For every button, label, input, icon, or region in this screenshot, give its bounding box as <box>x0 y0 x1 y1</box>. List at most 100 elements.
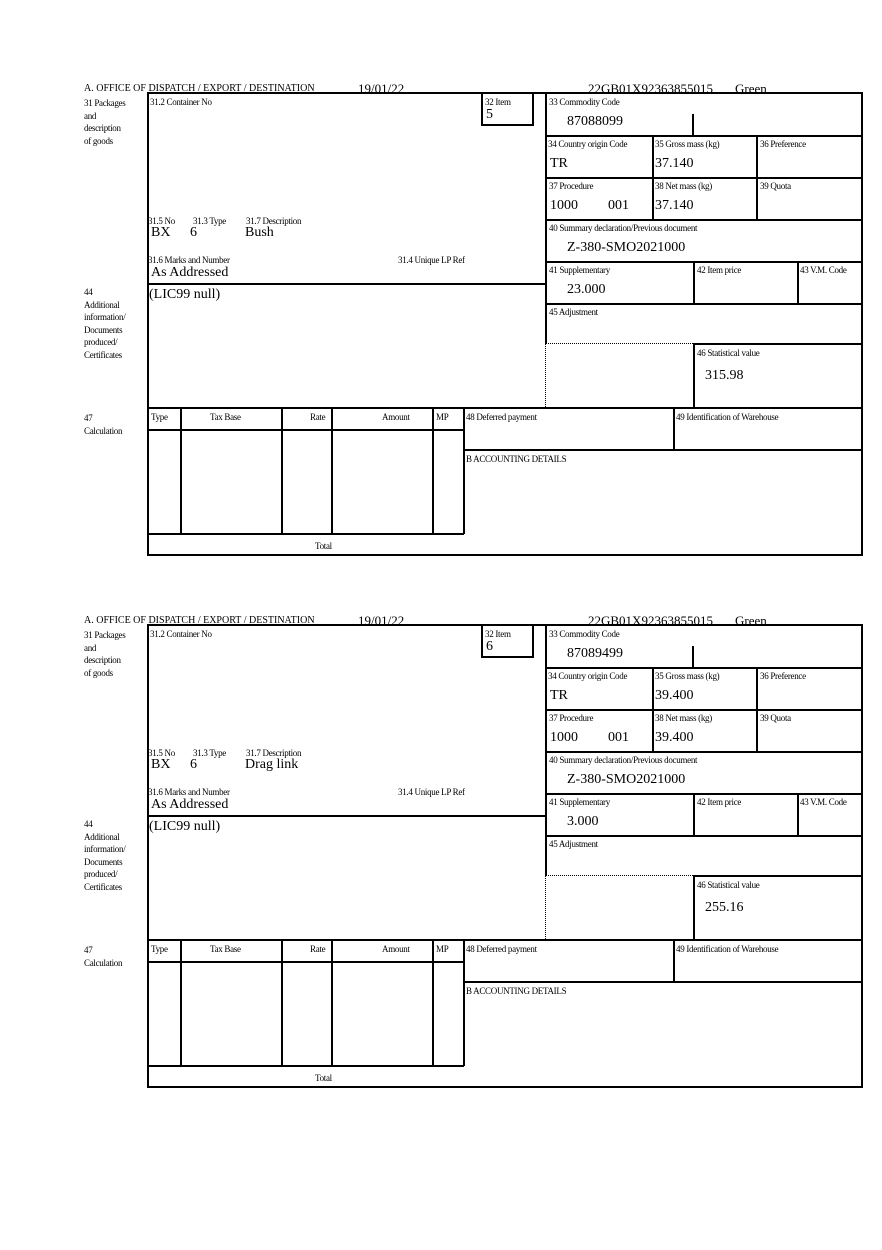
form-rule-line <box>861 92 863 555</box>
label-line: and <box>84 642 97 653</box>
label-line: 31 Packages <box>84 98 126 108</box>
form-rule-line <box>463 449 862 451</box>
summary-value: Z-380-SMO2021000 <box>567 240 686 255</box>
package-kind: BX <box>151 225 171 240</box>
item-value: 6 <box>486 639 493 654</box>
form-rule-line <box>693 343 695 407</box>
form-rule-line <box>693 875 695 939</box>
accounting-details-label: B ACCOUNTING DETAILS <box>466 986 567 996</box>
form-rule-line <box>147 554 863 556</box>
procedure-additional: 001 <box>608 198 629 213</box>
form-rule-line <box>797 261 799 303</box>
declaration-item-block: A. OFFICE OF DISPATCH / EXPORT / DESTINA… <box>0 612 882 1112</box>
country-value: TR <box>550 688 568 703</box>
label-line: Calculation <box>84 425 123 436</box>
accounting-details-label: B ACCOUNTING DETAILS <box>466 454 567 464</box>
supplementary-label: 41 Supplementary <box>549 797 610 807</box>
form-rule-line <box>147 961 463 963</box>
deferred-payment-label: 48 Deferred payment <box>466 412 537 422</box>
label-line: 31 Packages <box>84 630 126 640</box>
form-rule-line <box>693 875 862 877</box>
marks-label: 31.6 Marks and Number <box>148 787 230 797</box>
label-line: description <box>84 655 121 665</box>
form-rule-line <box>281 407 283 534</box>
form-rule-line <box>481 626 483 657</box>
form-rule-line <box>331 939 333 1066</box>
label-line: of goods <box>84 135 113 146</box>
gross-value: 39.400 <box>655 688 694 703</box>
net-value: 39.400 <box>655 730 694 745</box>
form-rule-line <box>652 135 654 219</box>
calc-col-rate: Rate <box>310 412 326 422</box>
net-label: 38 Net mass (kg) <box>655 181 712 191</box>
vm-code-label: 43 V.M. Code <box>800 797 847 807</box>
additional-info-value: (LIC99 null) <box>149 287 221 302</box>
route: Green <box>735 81 767 96</box>
preference-label: 36 Preference <box>760 139 806 149</box>
country-value: TR <box>550 156 568 171</box>
quota-label: 39 Quota <box>760 713 791 723</box>
marks-value: As Addressed <box>151 797 229 812</box>
adjustment-label: 45 Adjustment <box>549 839 598 849</box>
package-kind: BX <box>151 757 171 772</box>
form-rule-line <box>545 624 547 876</box>
form-rule-line <box>545 751 862 753</box>
package-count: 6 <box>190 225 197 240</box>
type-label: 31.3 Type <box>193 216 227 226</box>
form-rule-line <box>147 92 863 94</box>
calc-col-rate: Rate <box>310 944 326 954</box>
form-rule-line <box>673 939 675 982</box>
quota-label: 39 Quota <box>760 181 791 191</box>
statistical-value: 315.98 <box>705 368 744 383</box>
form-rule-line <box>545 177 862 179</box>
form-rule-line <box>481 656 534 658</box>
label-line: 44 <box>84 287 93 297</box>
form-rule-line <box>693 343 862 345</box>
warehouse-label: 49 Identification of Warehouse <box>676 412 779 422</box>
label-line: produced/ <box>84 337 118 347</box>
label-line: description <box>84 123 121 133</box>
item-value: 5 <box>486 107 493 122</box>
date: 19/01/22 <box>358 613 405 628</box>
form-rule-line <box>331 407 333 534</box>
gross-value: 37.140 <box>655 156 694 171</box>
form-rule-line <box>281 939 283 1066</box>
additional-info-label: 44 Additional information/ Documents pro… <box>84 286 126 361</box>
calculation-label: 47 Calculation <box>84 944 123 969</box>
label-line: Documents <box>84 856 123 867</box>
form-rule-line <box>545 261 862 263</box>
additional-info-label: 44 Additional information/ Documents pro… <box>84 818 126 893</box>
item-price-label: 42 Item price <box>697 265 742 275</box>
net-value: 37.140 <box>655 198 694 213</box>
procedure-label: 37 Procedure <box>549 181 594 191</box>
office-label: A. OFFICE OF DISPATCH / EXPORT / DESTINA… <box>84 615 315 626</box>
no-label: 31.5 No <box>148 216 175 226</box>
reference: 22GB01X92363855015 <box>588 81 713 96</box>
procedure-value: 1000 <box>550 198 578 213</box>
form-rule-line <box>545 219 862 221</box>
label-line: information/ <box>84 312 126 322</box>
label-line: Documents <box>84 324 123 335</box>
supplementary-value: 3.000 <box>567 814 599 829</box>
label-line: 47 <box>84 413 93 423</box>
container-no-label: 31.2 Container No <box>150 97 212 107</box>
commodity-label: 33 Commodity Code <box>549 629 620 639</box>
form-rule-line <box>692 646 694 667</box>
label-line: information/ <box>84 844 126 854</box>
route: Green <box>735 613 767 628</box>
declaration-item-block: A. OFFICE OF DISPATCH / EXPORT / DESTINA… <box>0 80 882 580</box>
calc-col-mp: MP <box>436 944 449 954</box>
warehouse-label: 49 Identification of Warehouse <box>676 944 779 954</box>
commodity-value: 87088099 <box>567 114 623 129</box>
marks-value: As Addressed <box>151 265 229 280</box>
label-line: produced/ <box>84 869 118 879</box>
label-line: Certificates <box>84 349 122 360</box>
marks-label: 31.6 Marks and Number <box>148 255 230 265</box>
packages-label: 31 Packages and description of goods <box>84 97 126 147</box>
form-rule-line <box>545 92 547 344</box>
form-rule-line <box>147 533 464 535</box>
form-rule-line <box>147 1065 464 1067</box>
form-rule-line <box>532 626 534 657</box>
item-price-label: 42 Item price <box>697 797 742 807</box>
